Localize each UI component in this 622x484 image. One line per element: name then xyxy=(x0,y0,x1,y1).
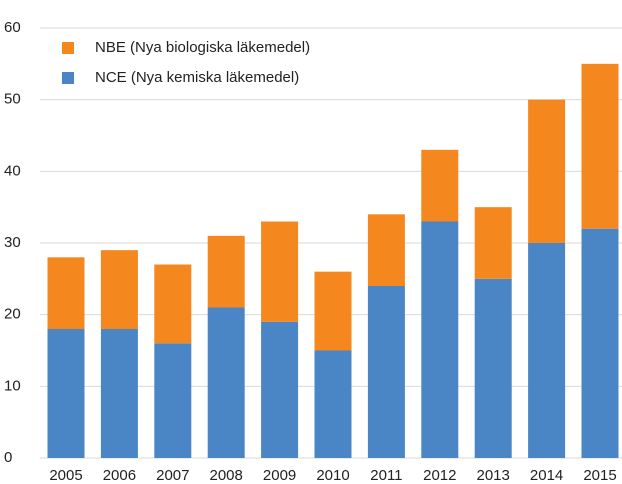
bar-segment xyxy=(528,99,566,244)
x-tick-label: 2014 xyxy=(530,467,563,484)
y-tick-label: 60 xyxy=(4,19,21,36)
bar-segment xyxy=(421,149,459,222)
bar-segment xyxy=(314,271,352,351)
y-tick-label: 50 xyxy=(4,91,21,108)
bar-segment xyxy=(528,243,566,458)
x-tick-label: 2013 xyxy=(477,467,510,484)
bar-segment xyxy=(581,63,619,229)
x-tick-label: 2005 xyxy=(49,467,82,484)
y-tick-label: 30 xyxy=(4,234,21,251)
y-tick-label: 10 xyxy=(4,377,21,394)
x-tick-label: 2006 xyxy=(103,467,136,484)
bar-segment xyxy=(314,350,352,458)
legend-label: NCE (Nya kemiska läkemedel) xyxy=(95,69,299,86)
y-tick-label: 20 xyxy=(4,306,21,323)
x-tick-label: 2011 xyxy=(370,467,402,484)
legend-swatch xyxy=(62,42,74,54)
bar-segment xyxy=(367,214,405,286)
bar-segment xyxy=(47,257,85,329)
x-tick-label: 2012 xyxy=(423,467,456,484)
x-tick-label: 2010 xyxy=(316,467,349,484)
bar-segment xyxy=(207,307,245,458)
x-tick-label: 2015 xyxy=(583,467,616,484)
bar-segment xyxy=(47,329,85,458)
bar-segment xyxy=(207,235,245,308)
legend-swatch xyxy=(62,72,74,84)
bar-segment xyxy=(261,221,299,322)
bar-segment xyxy=(421,221,459,458)
y-tick-label: 40 xyxy=(4,162,21,179)
bar-segment xyxy=(154,343,192,458)
x-tick-label: 2008 xyxy=(210,467,243,484)
y-tick-label: 0 xyxy=(4,449,12,466)
bar-segment xyxy=(154,264,192,344)
bar-segment xyxy=(581,228,619,458)
bar-segment xyxy=(261,321,299,458)
legend-label: NBE (Nya biologiska läkemedel) xyxy=(95,39,310,56)
bar-segment xyxy=(474,207,512,279)
bar-segment xyxy=(100,329,138,458)
bar-segment xyxy=(474,278,512,458)
bar-segment xyxy=(367,286,405,458)
bar-segment xyxy=(100,250,138,329)
x-tick-label: 2009 xyxy=(263,467,296,484)
x-tick-label: 2007 xyxy=(156,467,189,484)
